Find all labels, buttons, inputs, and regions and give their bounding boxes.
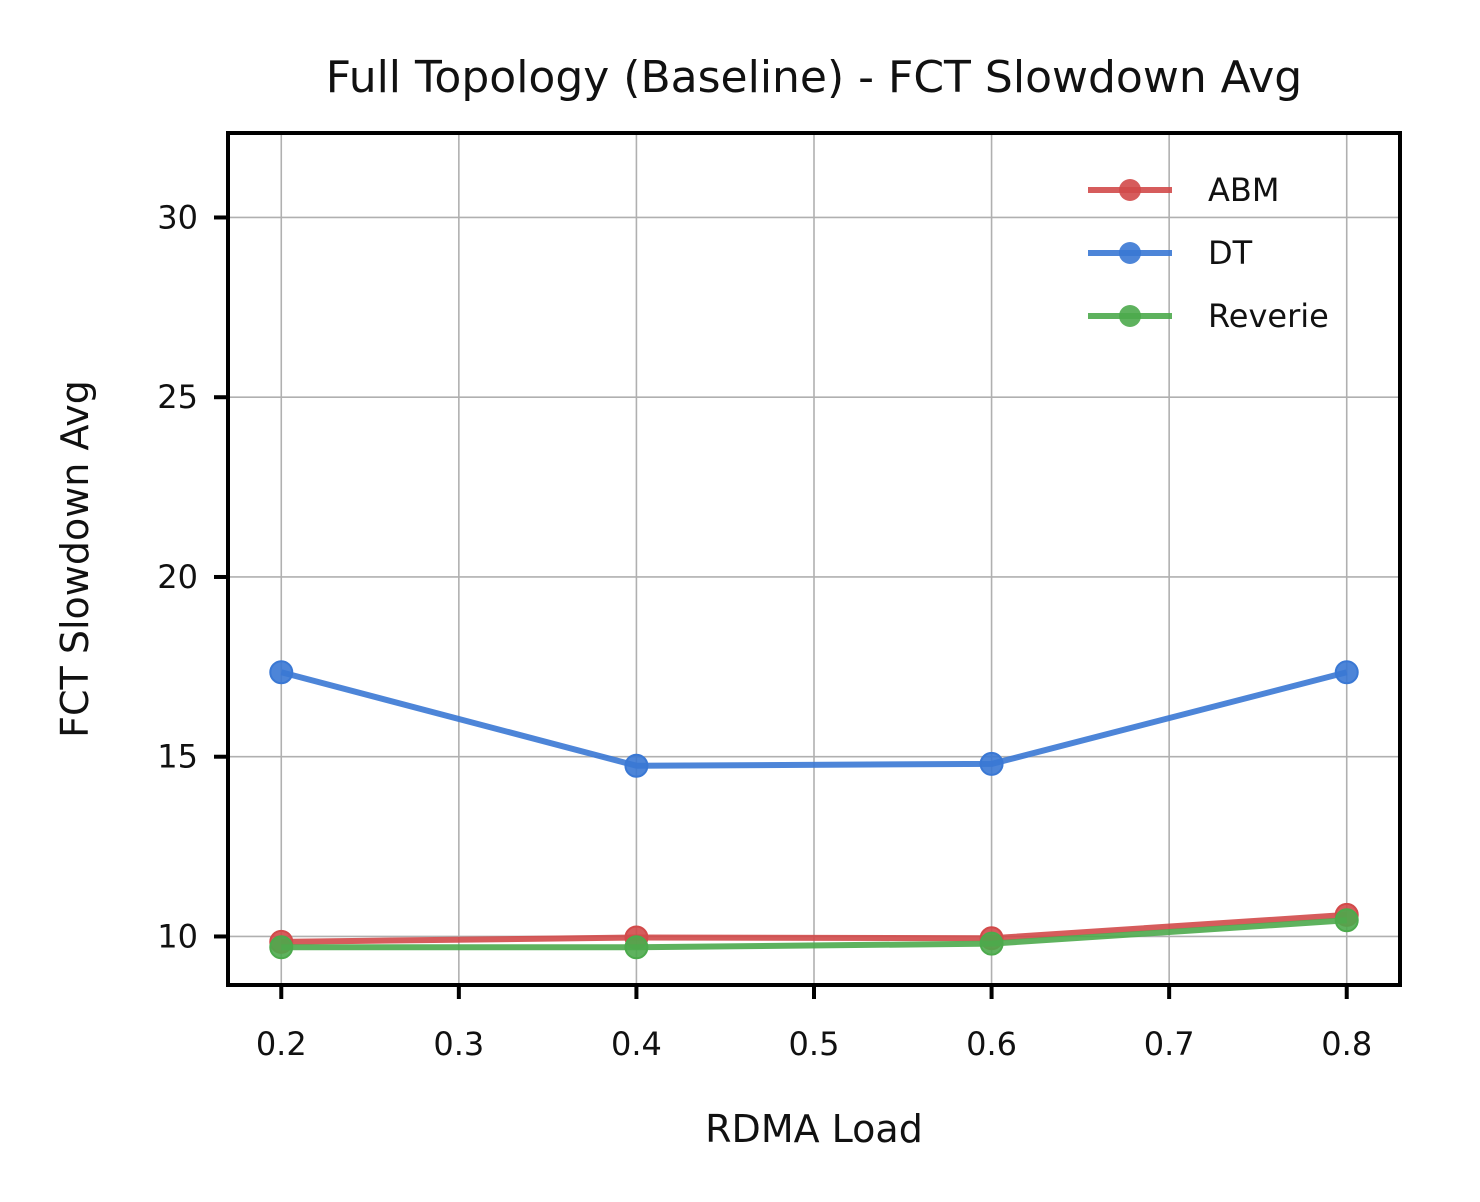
legend-swatch-marker: [1119, 305, 1141, 327]
data-point-reverie: [979, 931, 1004, 956]
x-axis-label: RDMA Load: [705, 1107, 923, 1151]
legend-label: ABM: [1208, 171, 1279, 209]
legend-swatch-marker: [1119, 179, 1141, 201]
grid-lines: [228, 133, 1400, 985]
y-tick-label: 15: [157, 738, 198, 776]
data-point-dt: [269, 660, 294, 685]
legend-label: DT: [1208, 234, 1253, 272]
legend: ABM DT Reverie: [1088, 171, 1329, 335]
legend-item-dt: DT: [1088, 234, 1253, 272]
data-point-reverie: [269, 935, 294, 960]
y-axis-label: FCT Slowdown Avg: [53, 380, 97, 738]
data-point-reverie: [1334, 908, 1359, 933]
y-tick-label: 30: [157, 198, 198, 236]
x-tick-label: 0.4: [611, 1025, 662, 1063]
x-tick-label: 0.8: [1321, 1025, 1372, 1063]
x-axis: 0.2 0.3 0.4 0.5 0.6 0.7 0.8: [256, 985, 1372, 1063]
x-tick-label: 0.2: [256, 1025, 307, 1063]
series-line-abm: [281, 911, 1347, 945]
y-tick-label: 10: [157, 917, 198, 955]
data-point-dt: [624, 753, 649, 778]
legend-swatch-marker: [1119, 242, 1141, 264]
x-tick-label: 0.3: [433, 1025, 484, 1063]
series-layer: [269, 660, 1359, 960]
series-dt: [269, 660, 1359, 778]
legend-item-reverie: Reverie: [1088, 297, 1329, 335]
x-tick-label: 0.7: [1144, 1025, 1195, 1063]
x-tick-label: 0.5: [789, 1025, 840, 1063]
y-tick-label: 25: [157, 378, 198, 416]
y-tick-label: 20: [157, 558, 198, 596]
legend-label: Reverie: [1208, 297, 1329, 335]
x-tick-label: 0.6: [966, 1025, 1017, 1063]
data-point-reverie: [624, 935, 649, 960]
series-line-dt: [280, 669, 1348, 769]
data-point-dt: [979, 751, 1004, 776]
data-point-dt: [1334, 660, 1359, 685]
legend-item-abm: ABM: [1088, 171, 1279, 209]
chart-title: Full Topology (Baseline) - FCT Slowdown …: [326, 52, 1302, 103]
series-line-reverie: [281, 917, 1347, 951]
y-axis: 10 15 20 25 30: [157, 198, 228, 955]
series-reverie: [269, 908, 1359, 960]
